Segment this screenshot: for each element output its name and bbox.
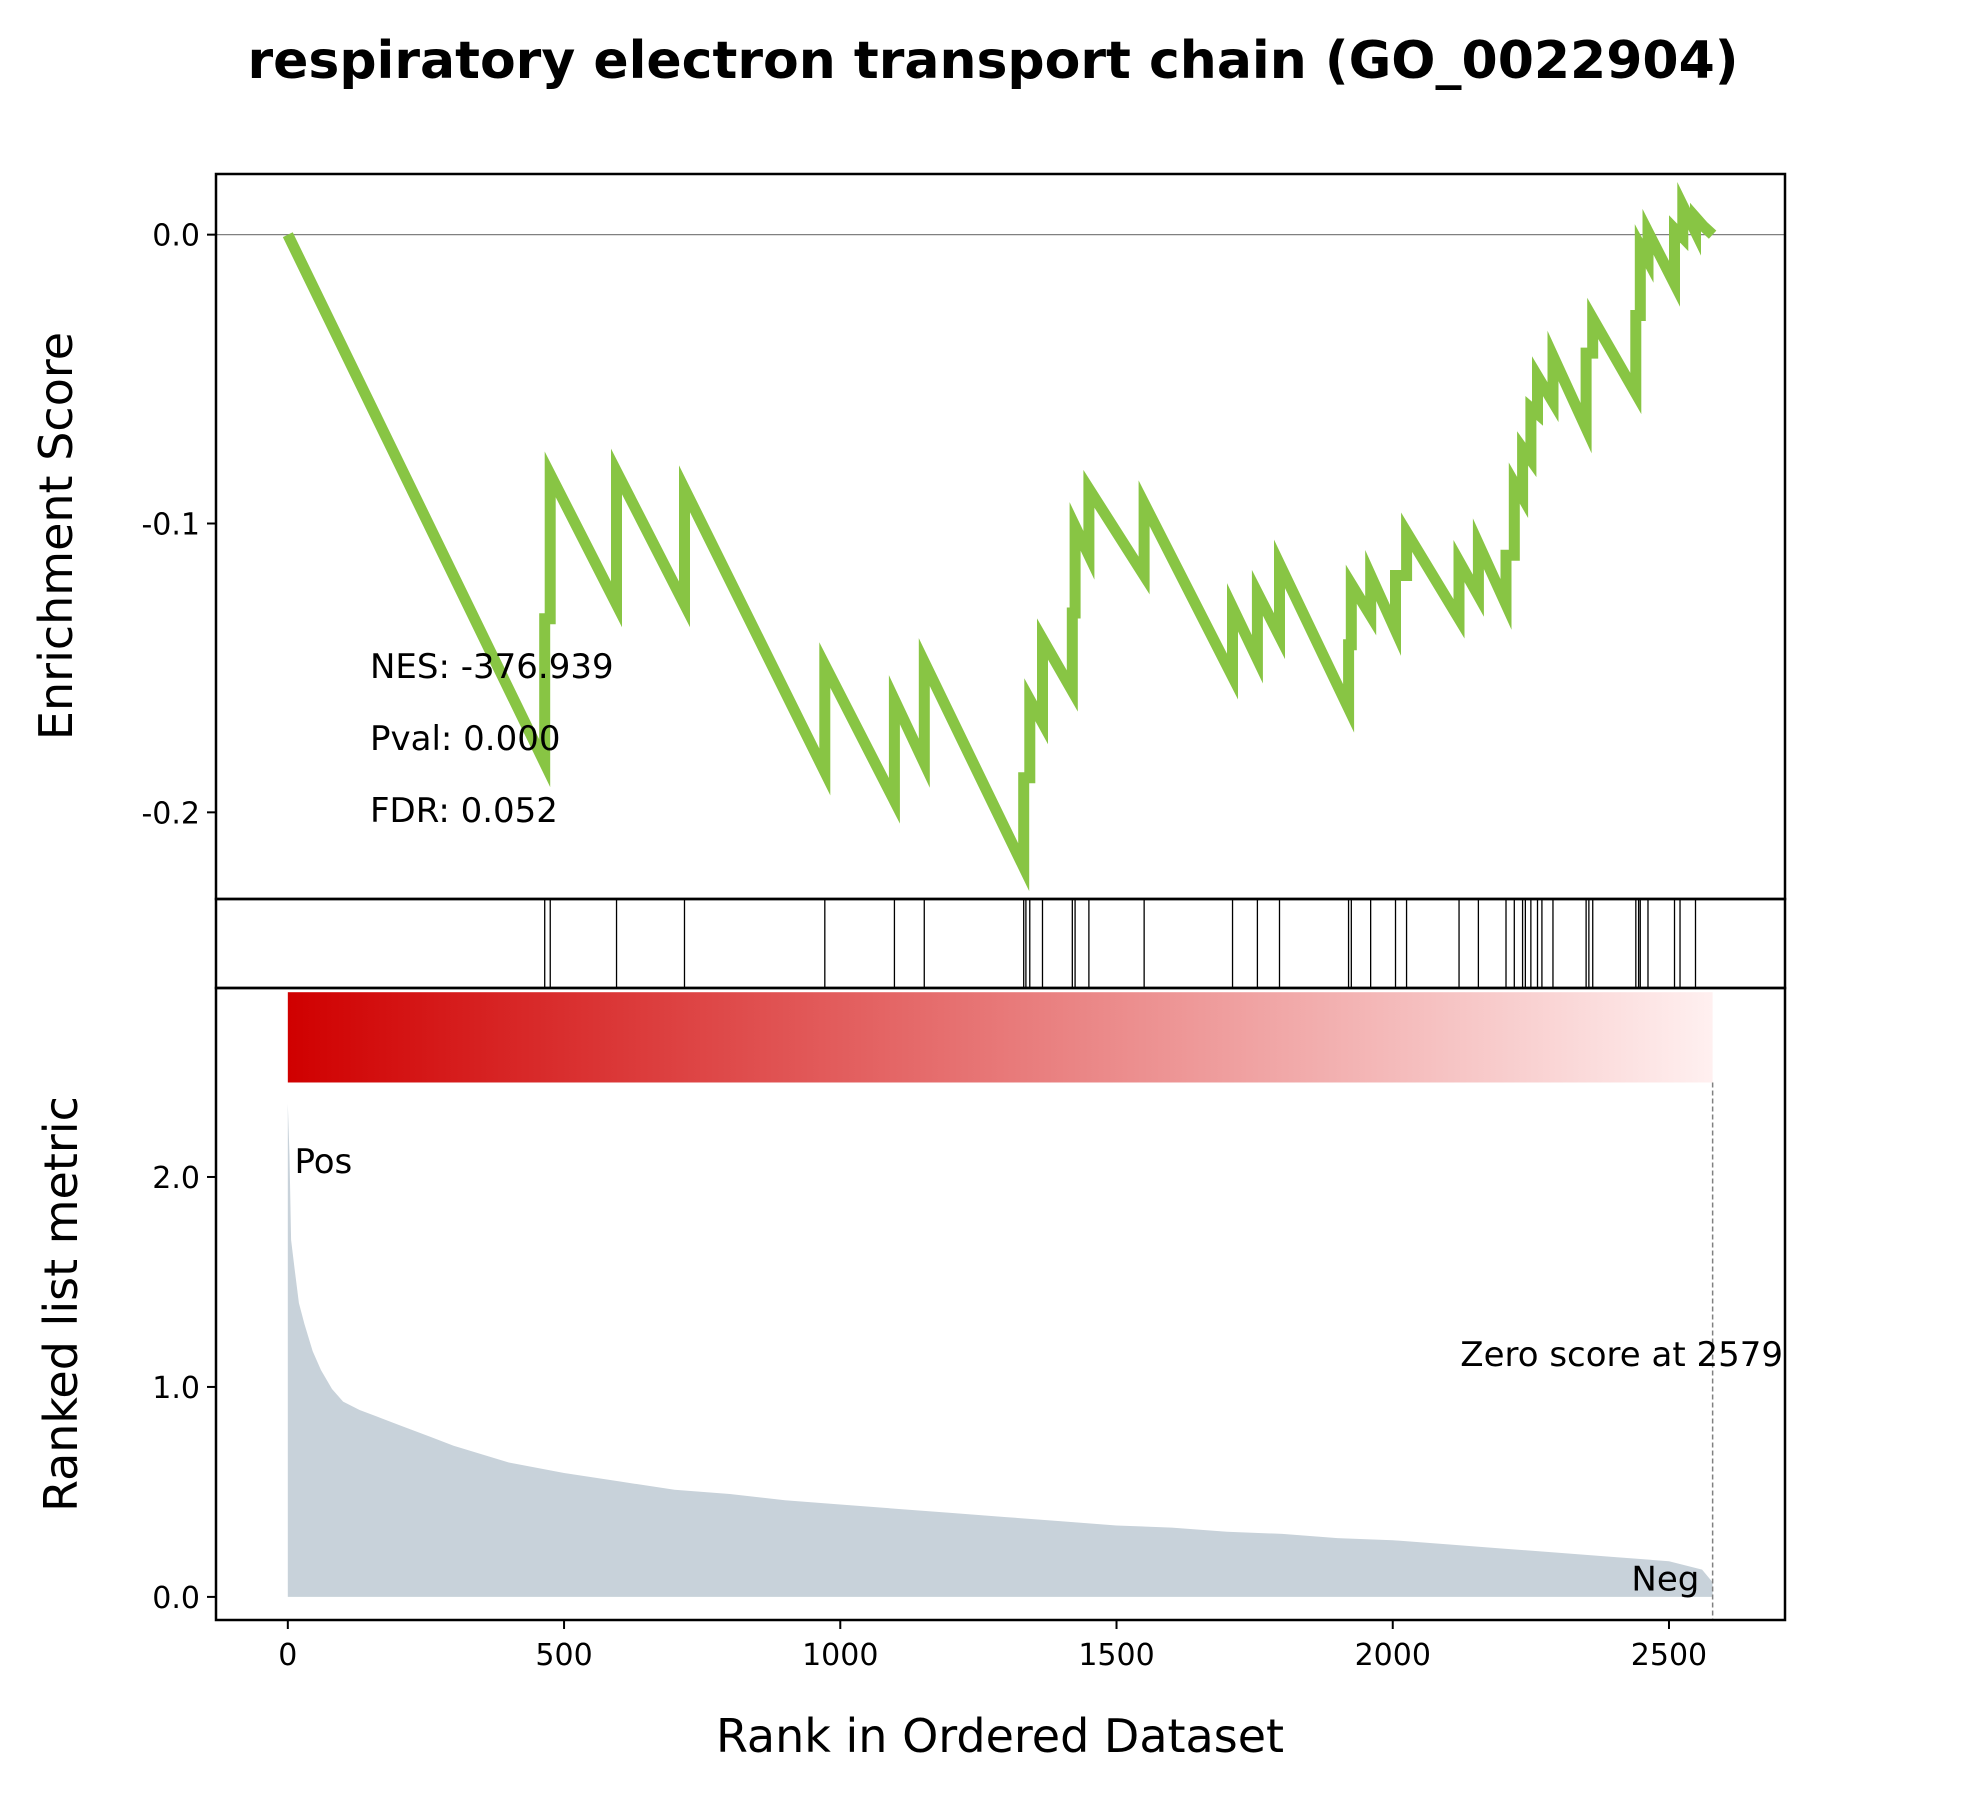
rank-x-tick-label: 500 [535, 1638, 592, 1673]
rank-y-tick-label: 1.0 [152, 1371, 200, 1406]
rank-panel-frame [214, 986, 1787, 1622]
es-y-tick-label: -0.1 [141, 508, 200, 543]
rank-x-ticks: 0 500 1000 1500 2000 2500 [278, 1620, 1707, 1673]
rank-y-tick-label: 2.0 [152, 1161, 200, 1196]
gene-hit-lines [544, 899, 1697, 988]
rank-x-tick-label: 0 [278, 1638, 297, 1673]
rank-y-tick-label: 0.0 [152, 1581, 200, 1616]
ranked-metric-panel: Pos Neg Zero score at 2579 0.0 1.0 2.0 0 50… [34, 986, 1787, 1763]
rank-x-tick-label: 1500 [1078, 1638, 1154, 1673]
pval-stat: Pval: 0.000 [370, 719, 561, 759]
enrichment-score-line [282, 182, 1717, 892]
neg-label: Neg [1631, 1560, 1699, 1600]
zero-score-label: Zero score at 2579 [1460, 1335, 1783, 1375]
pos-label: Pos [294, 1142, 352, 1182]
es-y-tick-label: -0.2 [141, 796, 200, 831]
gene-hits-panel [214, 897, 1787, 990]
rank-y-axis-label: Ranked list metric [34, 1096, 88, 1512]
fdr-stat: FDR: 0.052 [370, 791, 558, 831]
rank-x-axis-label: Rank in Ordered Dataset [716, 1709, 1284, 1763]
rank-x-tick-label: 1000 [802, 1638, 878, 1673]
chart-title: respiratory electron transport chain (GO… [247, 31, 1738, 91]
es-y-tick-label: 0.0 [152, 219, 200, 254]
nes-stat: NES: -376.939 [370, 647, 614, 687]
hits-panel-frame [214, 897, 1787, 990]
rank-y-ticks: 0.0 1.0 2.0 [152, 1161, 216, 1616]
rank-colorbar [287, 992, 1713, 1083]
es-y-ticks: 0.0 -0.1 -0.2 [141, 219, 216, 831]
rank-x-tick-label: 2000 [1355, 1638, 1431, 1673]
ranked-metric-area [287, 1103, 1713, 1597]
es-y-axis-label: Enrichment Score [29, 332, 83, 740]
enrichment-score-panel: 0.0 -0.1 -0.2 NES: -376.939 Pval: 0.000 FD… [29, 172, 1787, 901]
rank-x-tick-label: 2500 [1631, 1638, 1707, 1673]
